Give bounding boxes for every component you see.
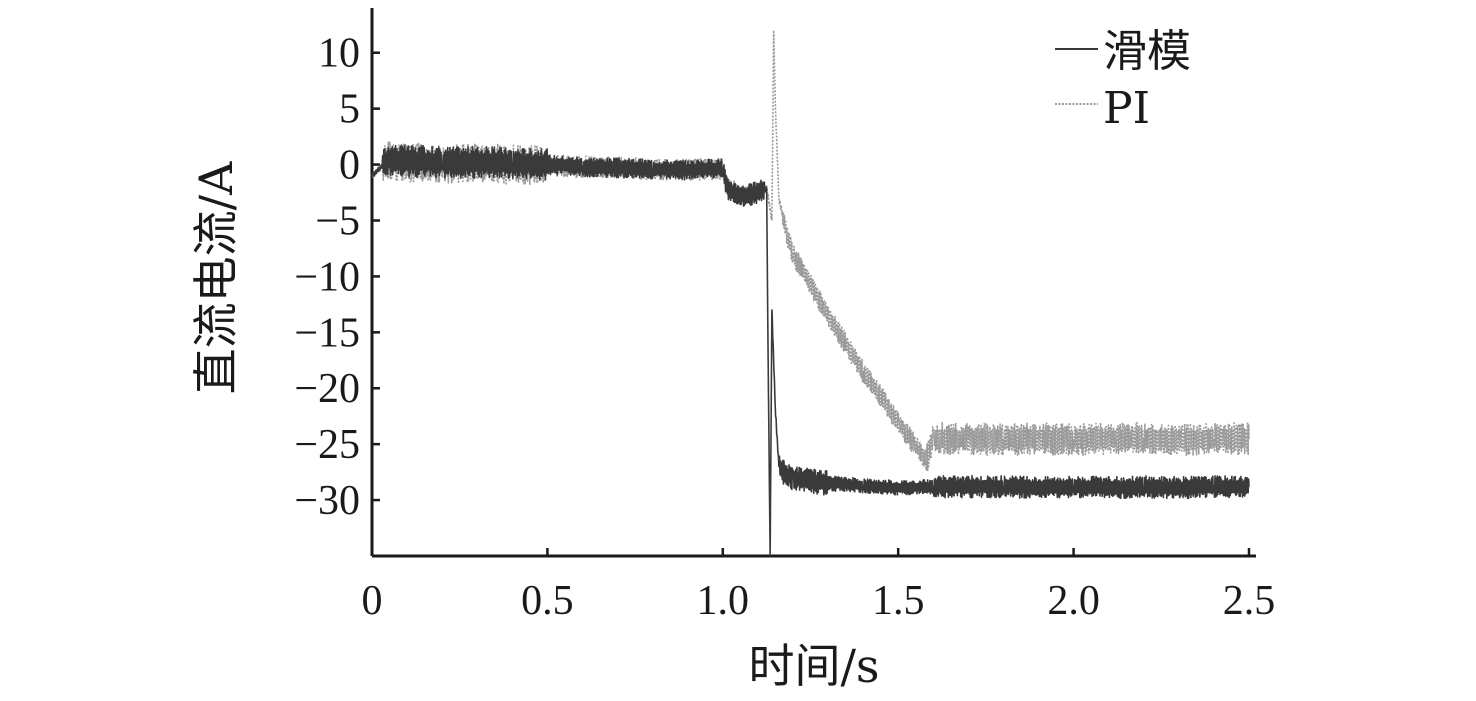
y-tick-label: 10 — [318, 31, 360, 77]
x-axis-title: 时间/s — [748, 639, 879, 693]
legend-label-pi: PI — [1103, 83, 1150, 134]
y-tick-label: 5 — [339, 87, 360, 133]
y-tick-label: −15 — [294, 310, 360, 356]
legend-label-sliding-mode: 滑模 — [1103, 26, 1191, 77]
y-tick-label: −20 — [294, 366, 360, 412]
y-ticks: 10 5 0 −5 −10 −15 −20 −25 −30 — [294, 31, 380, 524]
axes — [370, 8, 1256, 558]
series-line-sliding-mode — [371, 144, 1250, 557]
x-tick-label: 1.0 — [697, 578, 750, 624]
legend: 滑模 PI — [1055, 26, 1191, 134]
y-tick-label: −25 — [294, 422, 360, 468]
series-layer — [371, 29, 1250, 557]
x-tick-label: 1.5 — [872, 578, 925, 624]
y-tick-label: −30 — [294, 478, 360, 524]
y-tick-label: −10 — [294, 254, 360, 300]
y-axis-title: 直流电流/A — [189, 161, 243, 394]
x-tick-label: 0 — [362, 578, 383, 624]
y-tick-label: −5 — [315, 198, 360, 244]
x-ticks: 0 0.5 1.0 1.5 2.0 2.5 — [362, 548, 1276, 624]
x-tick-label: 0.5 — [521, 578, 574, 624]
x-tick-label: 2.5 — [1223, 578, 1276, 624]
x-tick-label: 2.0 — [1047, 578, 1100, 624]
y-tick-label: 0 — [339, 143, 360, 189]
